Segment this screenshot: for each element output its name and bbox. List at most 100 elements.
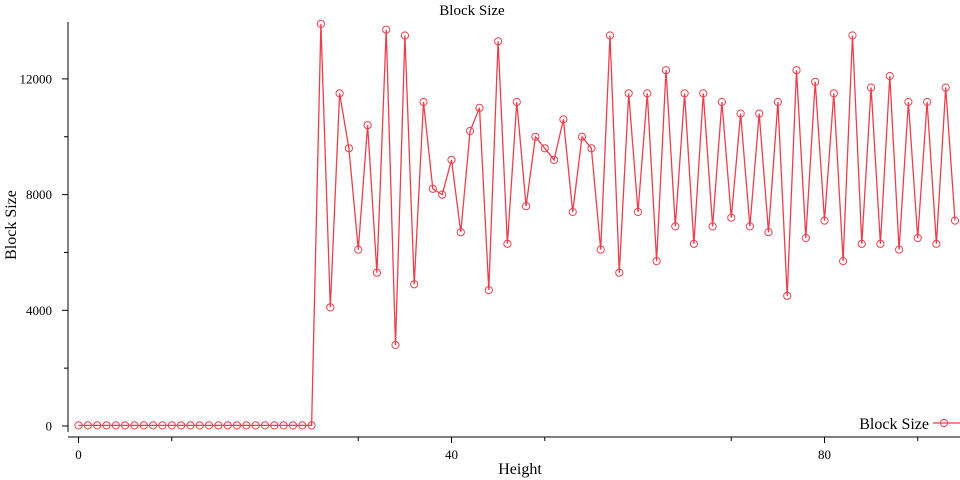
data-point bbox=[307, 421, 316, 430]
data-point bbox=[494, 37, 503, 46]
axis-ticks: 0 4000 8000 12000 0 40 80 bbox=[20, 71, 919, 462]
data-point bbox=[204, 421, 214, 430]
data-point bbox=[913, 233, 922, 243]
data-point bbox=[643, 89, 652, 98]
data-point bbox=[167, 421, 176, 430]
data-point bbox=[633, 207, 643, 217]
data-point bbox=[764, 228, 773, 237]
data-point bbox=[848, 31, 857, 40]
data-point bbox=[671, 222, 680, 231]
data-point bbox=[484, 286, 493, 295]
data-point bbox=[876, 239, 885, 248]
data-point bbox=[736, 109, 745, 118]
data-point bbox=[615, 268, 624, 277]
data-point bbox=[783, 291, 792, 300]
data-point bbox=[130, 421, 139, 430]
data-point bbox=[605, 31, 615, 40]
data-point bbox=[139, 421, 148, 430]
x-tick-label: 80 bbox=[818, 447, 831, 462]
data-point bbox=[820, 216, 829, 225]
data-point bbox=[232, 421, 242, 430]
data-point bbox=[689, 239, 699, 248]
data-point bbox=[344, 144, 353, 153]
data-point bbox=[755, 109, 764, 118]
data-point bbox=[83, 421, 92, 430]
data-point bbox=[531, 132, 540, 141]
data-point bbox=[279, 421, 288, 430]
data-point bbox=[354, 245, 363, 254]
data-point bbox=[680, 89, 689, 98]
data-point bbox=[829, 89, 838, 98]
data-point bbox=[587, 144, 596, 153]
data-point bbox=[624, 89, 633, 98]
data-point bbox=[428, 184, 437, 193]
data-point bbox=[652, 257, 661, 266]
data-point bbox=[214, 421, 223, 430]
data-point bbox=[186, 421, 195, 430]
x-tick-label: 40 bbox=[445, 447, 458, 462]
data-point bbox=[391, 340, 400, 350]
data-point bbox=[773, 97, 783, 107]
legend-marker-swatch bbox=[939, 418, 949, 428]
data-point bbox=[316, 19, 325, 28]
data-point bbox=[242, 421, 251, 430]
data-point bbox=[941, 83, 950, 92]
data-point bbox=[111, 421, 120, 430]
legend: Block Size bbox=[859, 416, 960, 433]
data-point bbox=[288, 421, 298, 430]
y-tick-label: 0 bbox=[46, 419, 53, 434]
data-point bbox=[158, 421, 167, 430]
data-point bbox=[559, 115, 568, 124]
data-point bbox=[904, 97, 913, 107]
data-point bbox=[503, 239, 512, 248]
plot-area bbox=[74, 19, 960, 430]
data-point bbox=[895, 245, 904, 254]
data-point bbox=[410, 280, 419, 289]
data-point bbox=[596, 245, 605, 254]
data-point bbox=[419, 97, 428, 107]
data-point bbox=[699, 89, 708, 98]
data-point bbox=[717, 97, 727, 107]
data-point bbox=[857, 239, 866, 248]
data-point bbox=[447, 155, 456, 164]
data-point bbox=[149, 421, 158, 430]
data-point bbox=[102, 421, 111, 430]
data-point bbox=[811, 77, 820, 86]
y-tick-label: 8000 bbox=[26, 187, 52, 202]
data-point bbox=[93, 421, 102, 430]
data-point bbox=[298, 421, 307, 430]
data-point bbox=[372, 268, 381, 277]
data-point bbox=[382, 25, 391, 34]
data-point bbox=[568, 207, 577, 217]
data-point bbox=[195, 421, 204, 430]
y-tick-label: 4000 bbox=[26, 303, 52, 318]
data-point bbox=[438, 190, 447, 199]
data-point bbox=[745, 222, 755, 231]
data-point bbox=[950, 216, 960, 225]
data-point bbox=[885, 71, 894, 81]
data-point bbox=[260, 421, 270, 430]
data-point bbox=[177, 421, 186, 430]
legend-label: Block Size bbox=[859, 416, 929, 433]
data-point bbox=[577, 132, 587, 141]
data-point bbox=[661, 66, 671, 75]
data-point bbox=[74, 421, 83, 430]
y-tick-label: 12000 bbox=[20, 71, 53, 86]
data-point bbox=[540, 144, 549, 153]
chart-title: Block Size bbox=[439, 3, 505, 19]
x-tick-label: 0 bbox=[75, 447, 82, 462]
data-point bbox=[801, 233, 810, 243]
data-point bbox=[475, 103, 484, 112]
data-point bbox=[867, 83, 876, 92]
data-point bbox=[512, 97, 521, 107]
data-point bbox=[400, 31, 409, 40]
data-point bbox=[932, 239, 941, 248]
data-point bbox=[522, 202, 531, 211]
x-axis-label: Height bbox=[498, 461, 542, 478]
series-line bbox=[78, 23, 956, 427]
data-point bbox=[466, 126, 475, 136]
data-point bbox=[456, 228, 465, 237]
data-point bbox=[792, 66, 801, 75]
data-point bbox=[251, 421, 260, 430]
